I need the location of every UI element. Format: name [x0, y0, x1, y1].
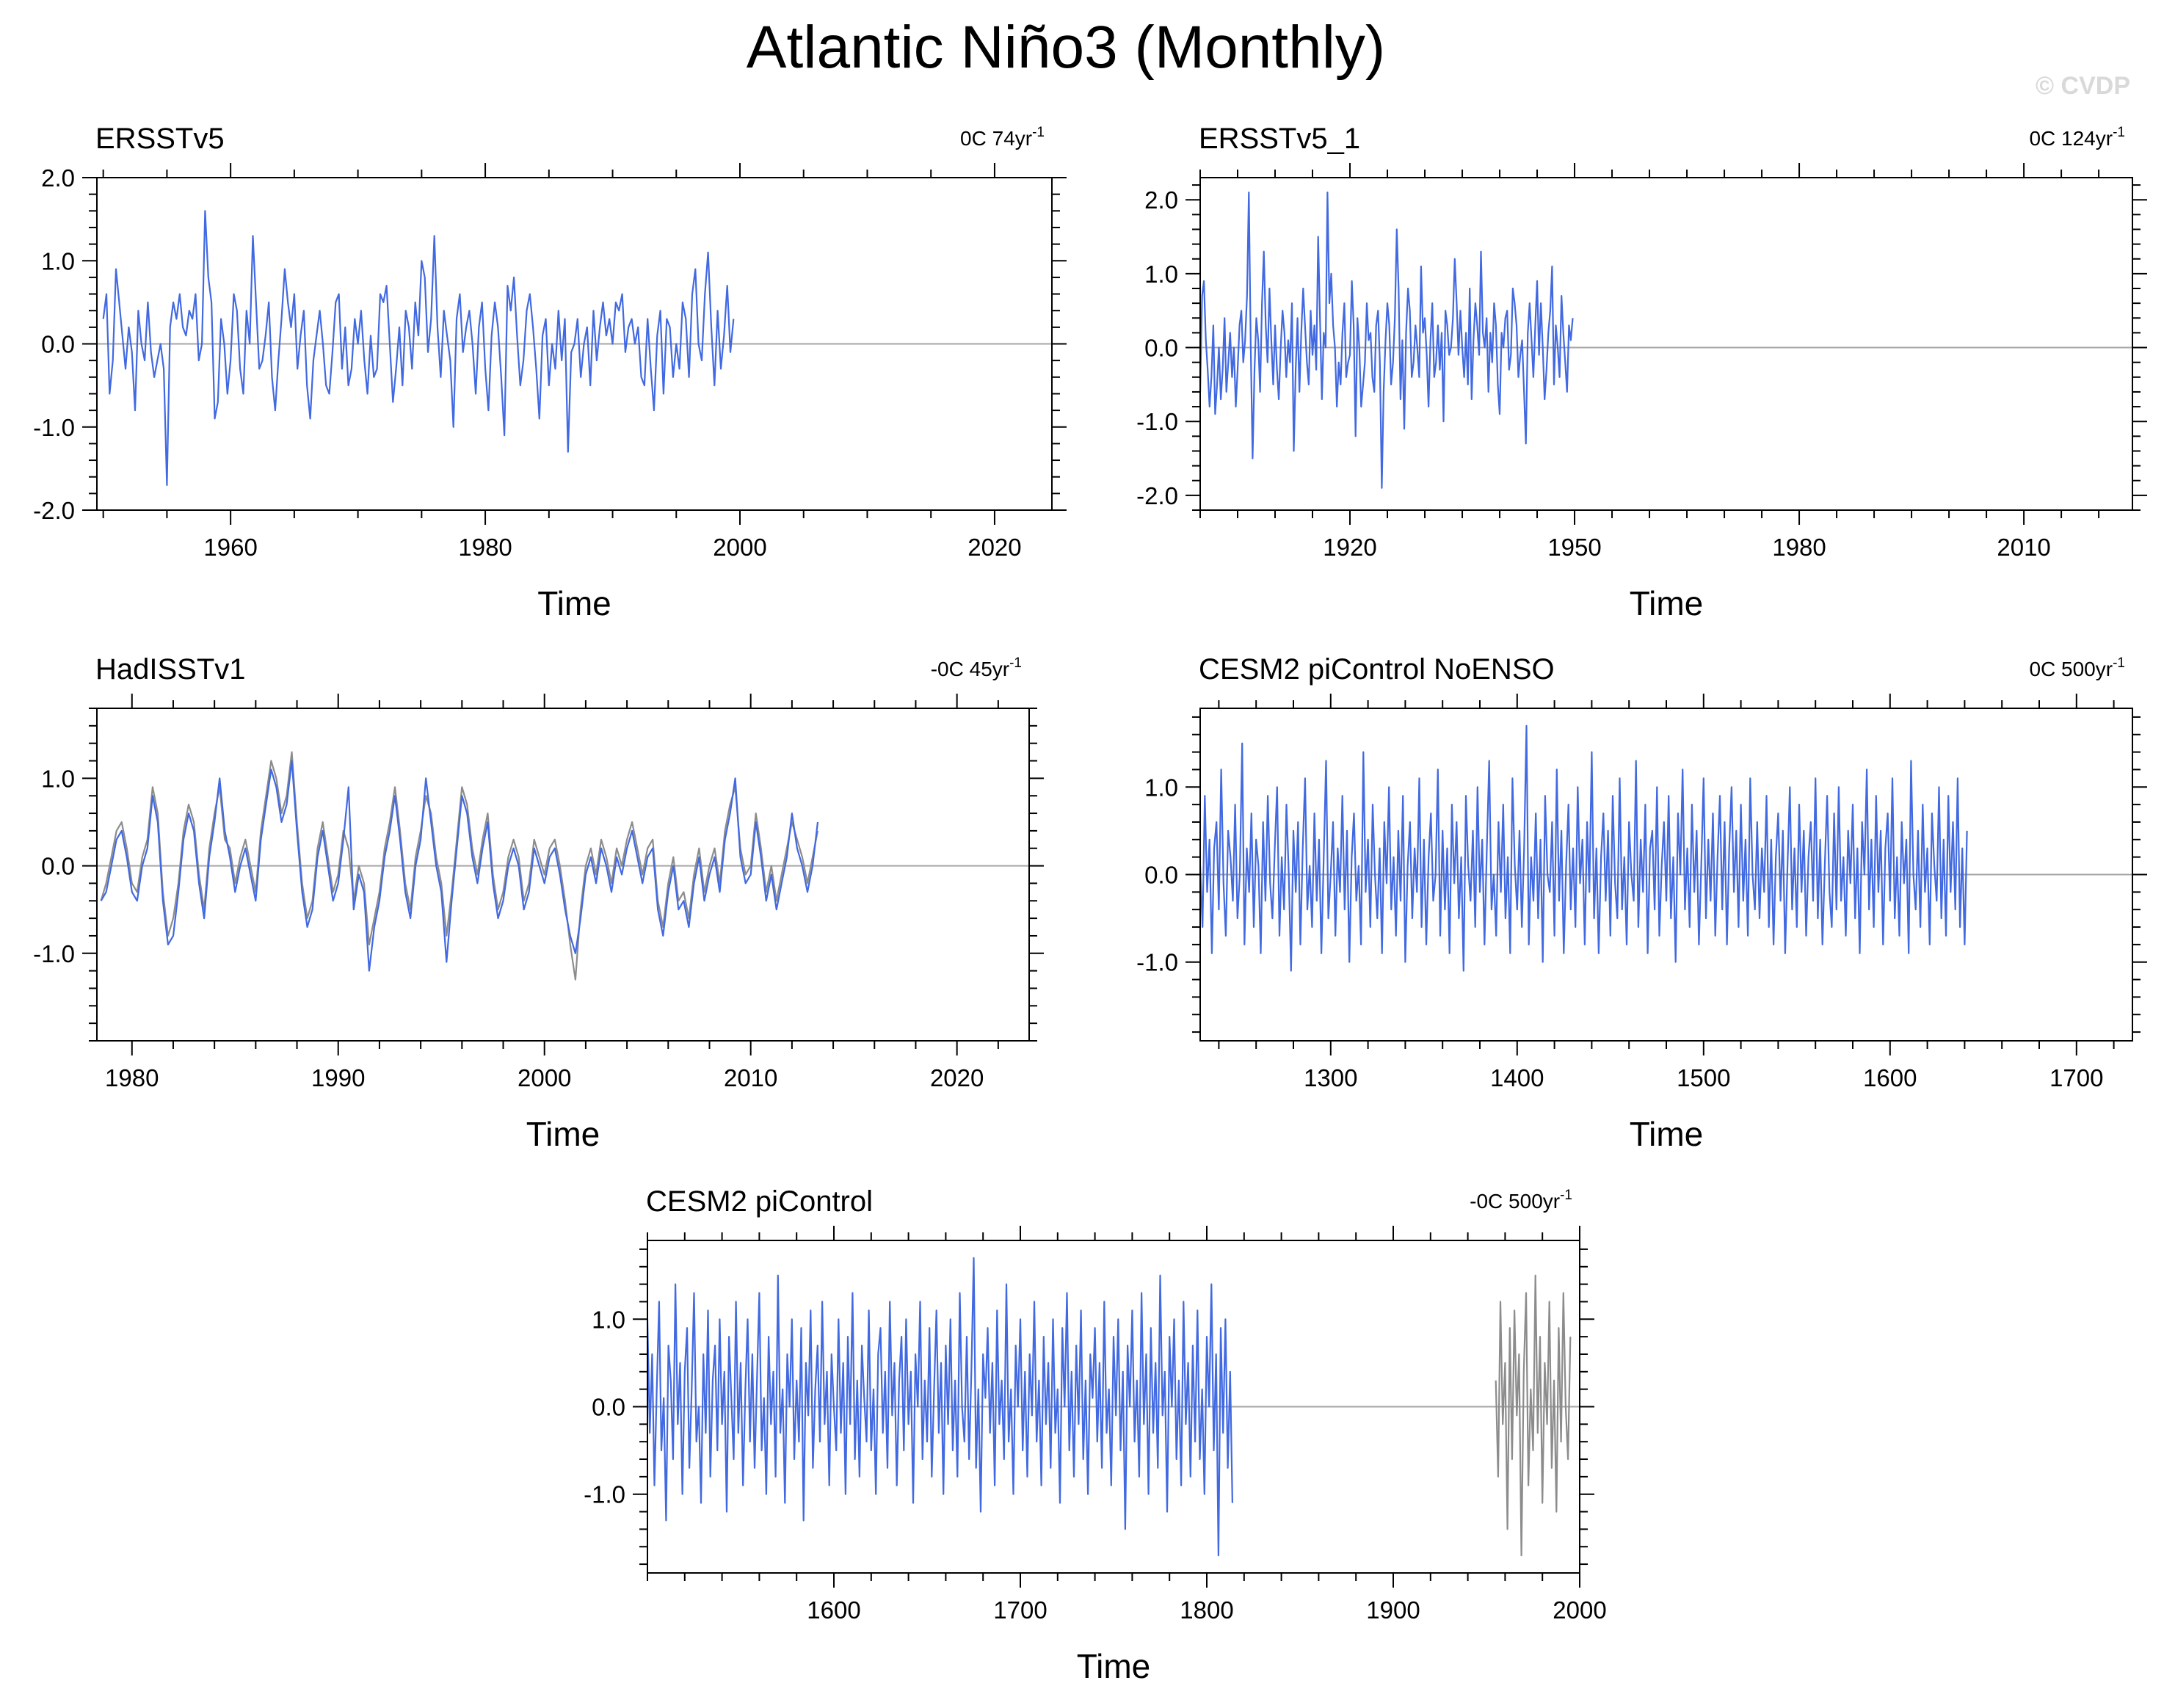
- y-tick-label: -2.0: [33, 497, 75, 524]
- trend-exponent: -1: [2113, 125, 2125, 140]
- x-tick-label: 1700: [993, 1596, 1047, 1624]
- trend-label: 0C 74yr-1: [960, 125, 1045, 150]
- trend-exponent: -1: [2113, 655, 2125, 671]
- y-tick-label: 1.0: [592, 1306, 625, 1333]
- y-tick-label: 1.0: [1144, 774, 1178, 801]
- panel-title: CESM2 piControl: [646, 1185, 873, 1218]
- y-tick-label: 0.0: [41, 331, 75, 358]
- trend-label: 0C 500yr-1: [2029, 655, 2125, 680]
- x-tick-label: 1980: [105, 1064, 159, 1091]
- panel-title: ERSSTv5: [95, 123, 225, 155]
- trend-label: 0C 124yr-1: [2029, 125, 2125, 150]
- x-tick-label: 1990: [311, 1064, 365, 1091]
- panels: 1960 1980 2000 2020 -2.0 -1.0 0.0 1.0 2.0 ERSSTv5…: [33, 123, 2147, 1685]
- panel-title: CESM2 piControl NoENSO: [1199, 653, 1555, 686]
- x-tick-label: 2020: [930, 1064, 984, 1091]
- trend-label: -0C 500yr-1: [1470, 1188, 1572, 1213]
- trend-exponent: -1: [1009, 655, 1022, 671]
- x-tick-label: 1920: [1323, 534, 1376, 561]
- x-tick-label: 1700: [2049, 1064, 2103, 1091]
- trend-text: 0C 124yr: [2029, 127, 2113, 150]
- y-tick-label: 0.0: [1144, 862, 1178, 889]
- x-tick-label: 1300: [1304, 1064, 1357, 1091]
- x-tick-label: 2020: [967, 534, 1021, 561]
- y-tick-label: -1.0: [584, 1481, 625, 1508]
- x-axis-label: Time: [1077, 1647, 1151, 1685]
- trend-text: 0C 74yr: [960, 127, 1032, 150]
- plot-frame: [96, 708, 1030, 1042]
- trend-exponent: -1: [1032, 125, 1045, 140]
- series-line-main: [1200, 192, 1574, 489]
- series-line-main: [102, 210, 735, 487]
- x-tick-label: 1900: [1366, 1596, 1420, 1624]
- panel-p1: 1960 1980 2000 2020 -2.0 -1.0 0.0 1.0 2.0 ERSSTv5…: [33, 123, 1067, 622]
- y-tick-label: 1.0: [41, 247, 75, 275]
- y-tick-label: -1.0: [1136, 949, 1178, 976]
- y-tick-label: -1.0: [33, 940, 75, 967]
- trend-text: -0C 45yr: [931, 658, 1009, 680]
- x-tick-label: 1980: [1772, 534, 1826, 561]
- x-axis-label: Time: [537, 584, 611, 622]
- x-tick-label: 1400: [1490, 1064, 1544, 1091]
- x-tick-label: 1600: [1863, 1064, 1917, 1091]
- x-tick-label: 2010: [1997, 534, 2050, 561]
- y-tick-label: -1.0: [1136, 408, 1178, 435]
- panel-p5: 1600 1700 1800 1900 2000 -1.0 0.0 1.0 CESM2 piCo…: [584, 1185, 1607, 1685]
- x-axis-label: Time: [526, 1115, 600, 1153]
- y-tick-label: -2.0: [1136, 482, 1178, 509]
- x-tick-label: 1950: [1547, 534, 1601, 561]
- y-tick-label: 0.0: [1144, 335, 1178, 362]
- x-tick-label: 2010: [724, 1064, 777, 1091]
- x-tick-label: 1600: [807, 1596, 860, 1624]
- series-line-reference: [100, 751, 819, 981]
- series-line-main: [1200, 724, 1968, 972]
- trend-text: -0C 500yr: [1470, 1190, 1560, 1213]
- y-tick-label: 0.0: [41, 853, 75, 880]
- watermark: © CVDP: [2036, 72, 2130, 100]
- series-line-reference: [1495, 1274, 1572, 1557]
- x-tick-label: 2000: [1553, 1596, 1606, 1624]
- panel-p4: 1300 1400 1500 1600 1700 -1.0 0.0 1.0 CESM2 piCo…: [1136, 653, 2147, 1153]
- trend-exponent: -1: [1560, 1188, 1572, 1203]
- y-tick-label: 2.0: [1144, 186, 1178, 214]
- x-tick-label: 1800: [1180, 1596, 1233, 1624]
- panel-title: HadISSTv1: [95, 653, 246, 686]
- x-axis-label: Time: [1630, 584, 1704, 622]
- y-tick-label: 2.0: [41, 164, 75, 192]
- series-line-main: [100, 760, 819, 972]
- x-tick-label: 1980: [458, 534, 512, 561]
- y-tick-label: 0.0: [592, 1394, 625, 1421]
- x-tick-label: 1960: [203, 534, 257, 561]
- x-tick-label: 2000: [713, 534, 766, 561]
- series-line-main: [647, 1257, 1233, 1557]
- panel-p3: 1980 1990 2000 2010 2020 -1.0 0.0 1.0 HadISSTv1 -…: [33, 653, 1044, 1153]
- y-tick-label: 1.0: [1144, 261, 1178, 288]
- y-tick-label: -1.0: [33, 414, 75, 441]
- x-tick-label: 1500: [1677, 1064, 1730, 1091]
- panel-p2: 1920 1950 1980 2010 -2.0 -1.0 0.0 1.0 2.0 ERSSTv5…: [1136, 123, 2147, 622]
- y-tick-label: 1.0: [41, 765, 75, 792]
- trend-label: -0C 45yr-1: [931, 655, 1022, 680]
- panel-title: ERSSTv5_1: [1199, 123, 1360, 155]
- x-axis-label: Time: [1630, 1115, 1704, 1153]
- x-tick-label: 2000: [518, 1064, 571, 1091]
- figure-title: Atlantic Niño3 (Monthly): [747, 14, 1385, 81]
- plot-frame: [1199, 177, 2133, 511]
- trend-text: 0C 500yr: [2029, 658, 2113, 680]
